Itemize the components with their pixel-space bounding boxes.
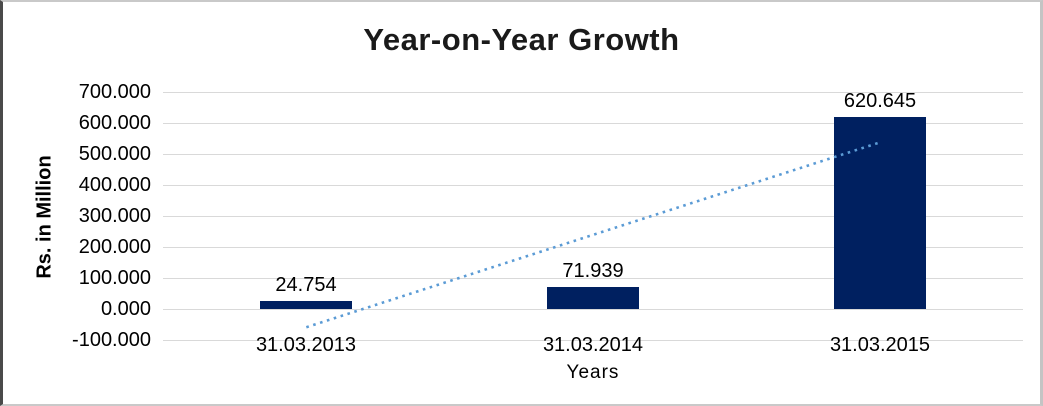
bar-value-label-1: 71.939 [562, 260, 624, 282]
gridline-0 [163, 309, 1023, 310]
gridline-700 [163, 92, 1023, 93]
bar-2 [834, 117, 926, 309]
y-tick-label-300: 300.000 [78, 205, 151, 227]
chart-title: Year-on-Year Growth [363, 22, 680, 57]
x-axis-title: Years [566, 362, 620, 383]
y-tick-label-100: 100.000 [78, 267, 151, 289]
category-label-2: 31.03.2015 [829, 334, 931, 356]
plot-area: 700.000 600.000 500.000 400.000 300.000 200.0… [3, 2, 1040, 404]
bar-value-label-2: 620.645 [843, 90, 917, 112]
y-tick-label-500: 500.000 [78, 143, 151, 165]
bar-0 [260, 301, 352, 309]
category-label-0: 31.03.2013 [255, 334, 357, 356]
category-label-1: 31.03.2014 [542, 334, 644, 356]
gridline--100 [163, 340, 1023, 341]
gridline-600 [163, 123, 1023, 124]
bar-value-label-0: 24.754 [275, 274, 337, 296]
bar-1 [547, 287, 639, 309]
y-tick-label-600: 600.000 [78, 112, 151, 134]
y-tick-label-400: 400.000 [78, 174, 151, 196]
y-tick-label--100: -100.000 [72, 329, 151, 351]
y-tick-label-0: 0.000 [100, 298, 151, 320]
y-tick-label-700: 700.000 [78, 81, 151, 103]
y-tick-label-200: 200.000 [78, 236, 151, 258]
